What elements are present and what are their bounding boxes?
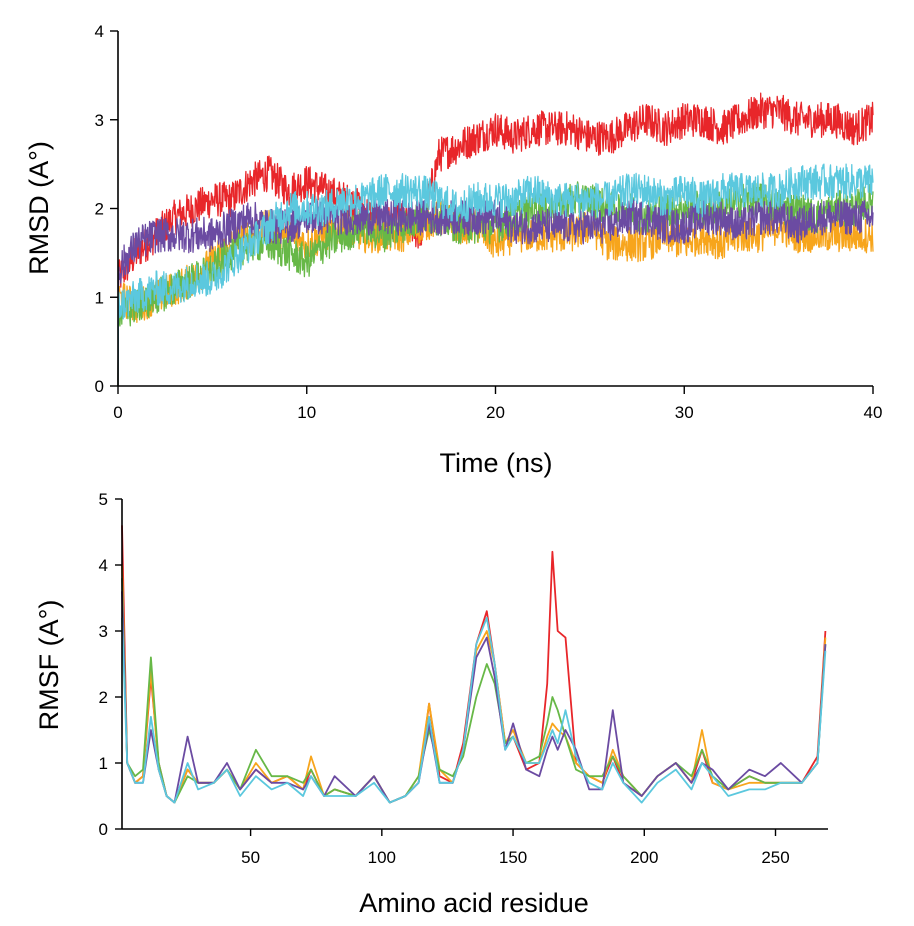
rmsd-series-purple xyxy=(117,199,874,387)
rmsf-xtick-label: 100 xyxy=(368,848,396,867)
rmsd-ytick-label: 1 xyxy=(95,288,104,307)
rmsd-xtick-label: 0 xyxy=(113,403,122,422)
rmsf-series-cyan xyxy=(121,616,827,804)
rmsd-series-red xyxy=(117,92,874,387)
rmsd-xlabel: Time (ns) xyxy=(440,448,553,478)
rmsd-xtick-label: 20 xyxy=(486,403,505,422)
rmsf-xtick-label: 250 xyxy=(761,848,789,867)
rmsf-series-orange xyxy=(121,564,827,804)
rmsf-xtick-label: 150 xyxy=(499,848,527,867)
rmsd-ytick-label: 3 xyxy=(95,111,104,130)
rmsf-ytick-label: 2 xyxy=(99,688,108,707)
rmsd-xtick-label: 10 xyxy=(297,403,316,422)
rmsf-xlabel: Amino acid residue xyxy=(359,888,589,918)
rmsf-ytick-label: 4 xyxy=(99,556,108,575)
rmsd-xtick-label: 40 xyxy=(864,403,883,422)
rmsd-ytick-label: 0 xyxy=(95,377,104,396)
rmsf-ytick-label: 5 xyxy=(99,490,108,509)
rmsf-ylabel: RMSF (A°) xyxy=(34,600,64,731)
rmsd-ylabel: RMSD (A°) xyxy=(24,141,54,275)
rmsf-xtick-label: 200 xyxy=(630,848,658,867)
rmsf-xtick-label: 50 xyxy=(241,848,260,867)
rmsf-ytick-label: 3 xyxy=(99,622,108,641)
rmsf-ytick-label: 1 xyxy=(99,754,108,773)
rmsf-panel: RMSF (A°) Amino acid residue 0 1 2 3 4 5 50 100… xyxy=(34,490,828,918)
rmsd-series-cyan xyxy=(117,163,874,387)
rmsd-ytick-label: 2 xyxy=(95,200,104,219)
rmsd-xtick-label: 30 xyxy=(675,403,694,422)
rmsf-ytick-label: 0 xyxy=(99,820,108,839)
rmsd-ytick-label: 4 xyxy=(95,22,104,41)
